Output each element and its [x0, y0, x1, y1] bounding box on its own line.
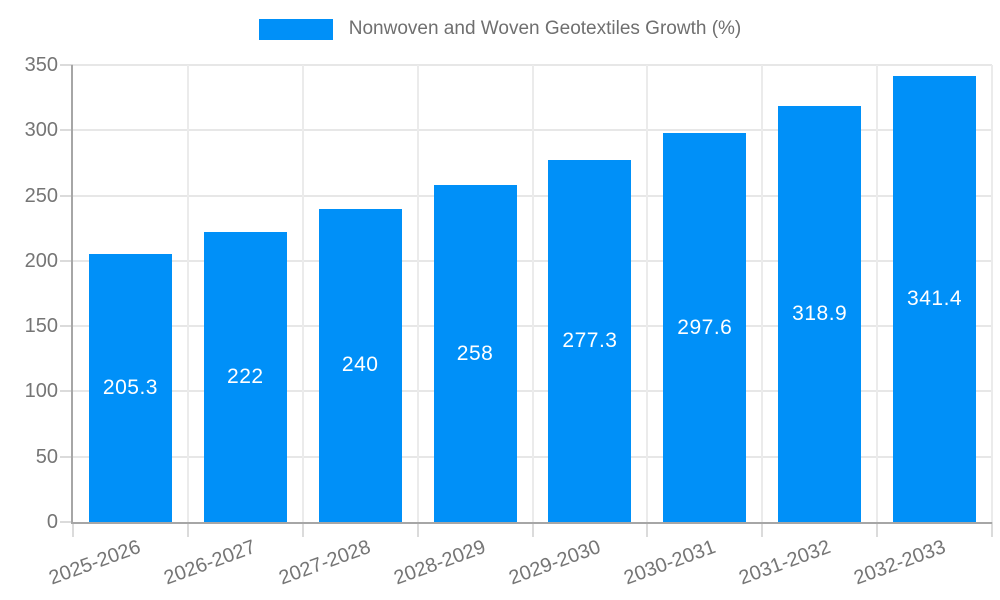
x-axis-line — [71, 522, 992, 524]
y-axis-tick — [60, 259, 73, 262]
bar-value-label: 297.6 — [677, 315, 733, 339]
y-tick-label: 150 — [24, 315, 58, 338]
y-tick-label: 200 — [24, 249, 58, 272]
bar: 318.9 — [778, 105, 862, 522]
bar-value-label: 240 — [341, 353, 379, 377]
y-axis-tick — [60, 194, 73, 197]
y-tick-label: 50 — [35, 445, 58, 468]
y-axis-line — [71, 65, 73, 524]
y-tick-label: 100 — [24, 380, 58, 403]
bar: 341.4 — [893, 76, 977, 522]
y-axis-tick — [60, 325, 73, 328]
x-axis-tick — [416, 522, 419, 537]
x-axis-tick — [531, 522, 534, 537]
y-axis-tick — [60, 129, 73, 132]
bar-value-label: 341.4 — [907, 287, 963, 311]
gridline-vertical — [646, 65, 649, 522]
bar-value-label: 277.3 — [562, 328, 618, 352]
bar-value-label: 222 — [227, 365, 264, 389]
bar: 240 — [318, 208, 402, 522]
y-tick-label: 350 — [24, 54, 58, 76]
bar: 258 — [433, 185, 517, 522]
legend-swatch — [258, 18, 333, 40]
bar: 205.3 — [88, 253, 172, 522]
y-axis-tick — [60, 521, 73, 523]
gridline-vertical — [416, 65, 419, 522]
gridline-vertical — [876, 65, 879, 522]
y-tick-label: 250 — [24, 184, 58, 207]
x-axis-tick — [72, 522, 74, 537]
y-axis-tick — [60, 455, 73, 458]
bar: 277.3 — [548, 159, 632, 522]
x-axis-tick — [186, 522, 189, 537]
bar: 222 — [203, 232, 287, 522]
legend-label: Nonwoven and Woven Geotextiles Growth (%… — [348, 18, 742, 39]
x-axis-tick — [876, 522, 879, 537]
gridline-vertical — [301, 65, 304, 522]
gridline-vertical — [531, 65, 534, 522]
y-axis-tick — [60, 390, 73, 393]
bar-value-label: 205.3 — [102, 375, 158, 399]
legend[interactable]: Nonwoven and Woven Geotextiles Growth (%… — [0, 18, 1000, 40]
bar: 297.6 — [663, 133, 747, 522]
y-tick-label: 300 — [24, 119, 58, 142]
y-tick-label: 0 — [46, 511, 58, 533]
gridline-vertical — [186, 65, 189, 522]
bar-value-label: 258 — [456, 341, 494, 365]
y-axis-tick — [60, 64, 73, 66]
x-axis-tick — [761, 522, 764, 537]
gridline-vertical — [991, 65, 993, 522]
bar-value-label: 318.9 — [792, 301, 848, 325]
x-axis-tick — [646, 522, 649, 537]
gridline-vertical — [761, 65, 764, 522]
x-axis-tick — [301, 522, 304, 537]
x-axis-tick — [991, 522, 993, 537]
